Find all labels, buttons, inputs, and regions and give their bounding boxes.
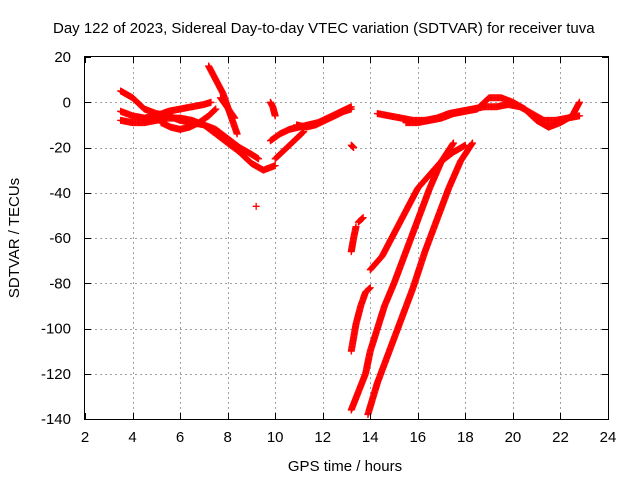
data-point: [358, 214, 366, 222]
data-point: [358, 215, 366, 223]
data-point: [365, 285, 373, 293]
series-trace-d: [157, 105, 220, 133]
data-point: [233, 130, 241, 138]
x-tick-label: 6: [176, 429, 184, 446]
data-point: [211, 106, 219, 114]
x-tick-label: 20: [505, 429, 522, 446]
series-trace-k: [402, 94, 583, 131]
data-point: [299, 128, 307, 136]
y-tick-label: -100: [41, 321, 71, 338]
data-point: [350, 144, 358, 151]
series-trace-q: [347, 141, 358, 151]
series-trace-l: [347, 284, 374, 355]
data-point: [347, 105, 355, 113]
y-tick-label: -80: [49, 275, 71, 292]
data-point: [449, 139, 457, 147]
data-point: [365, 285, 373, 293]
series-trace-r: [366, 141, 469, 274]
y-tick-label: -20: [49, 140, 71, 157]
data-point: [575, 112, 583, 120]
y-axis-label: SDTVAR / TECUs: [6, 178, 23, 298]
x-tick-label: 2: [81, 429, 89, 446]
x-tick-label: 8: [223, 429, 231, 446]
x-tick-labels: 2 4 6 8 10 12 14 16 18 20 22 24: [81, 429, 617, 446]
data-point: [212, 105, 220, 113]
series-trace-n: [364, 139, 476, 418]
x-tick-label: 22: [552, 429, 569, 446]
x-tick-label: 12: [314, 429, 331, 446]
series-trace-t: [252, 202, 260, 210]
x-tick-label: 24: [600, 429, 617, 446]
y-tick-label: -120: [41, 366, 71, 383]
series-trace-c: [117, 98, 215, 122]
data-point: [230, 113, 238, 121]
data-point: [461, 141, 469, 149]
data-point: [352, 223, 360, 231]
x-tick-label: 4: [128, 429, 136, 446]
data-point: [366, 284, 374, 292]
x-axis-label: GPS time / hours: [288, 458, 402, 475]
chart-title: Day 122 of 2023, Sidereal Day-to-day VTE…: [53, 20, 595, 37]
tick-marks: [85, 57, 609, 420]
series-trace-i: [293, 105, 355, 131]
y-tick-labels: -140 -120 -100 -80 -60 -40 -20 0 20: [41, 49, 71, 428]
y-tick-label: -140: [41, 411, 71, 428]
y-tick-label: -40: [49, 185, 71, 202]
data-points: [117, 62, 583, 418]
data-point: [231, 114, 239, 122]
x-tick-label: 16: [409, 429, 426, 446]
y-tick-label: 0: [63, 94, 71, 111]
series-trace-m: [347, 139, 457, 414]
data-point: [575, 98, 583, 106]
data-point: [271, 162, 279, 170]
data-point: [255, 155, 263, 163]
series-trace-b: [117, 114, 279, 174]
data-point: [252, 202, 260, 210]
x-tick-label: 18: [457, 429, 474, 446]
series-trace-o: [347, 223, 360, 256]
data-point: [468, 139, 476, 147]
x-tick-label: 14: [362, 429, 379, 446]
y-tick-label: -60: [49, 230, 71, 247]
data-point: [210, 107, 218, 115]
x-tick-label: 10: [267, 429, 284, 446]
data-point: [359, 214, 367, 222]
data-point: [207, 98, 215, 106]
plot-frame: [84, 56, 609, 420]
series-trace-p: [354, 214, 367, 226]
series-trace-f: [217, 94, 239, 122]
y-tick-label: 20: [54, 49, 71, 66]
grid: [85, 57, 608, 419]
series-trace-s: [266, 98, 279, 120]
data-point: [271, 112, 279, 120]
